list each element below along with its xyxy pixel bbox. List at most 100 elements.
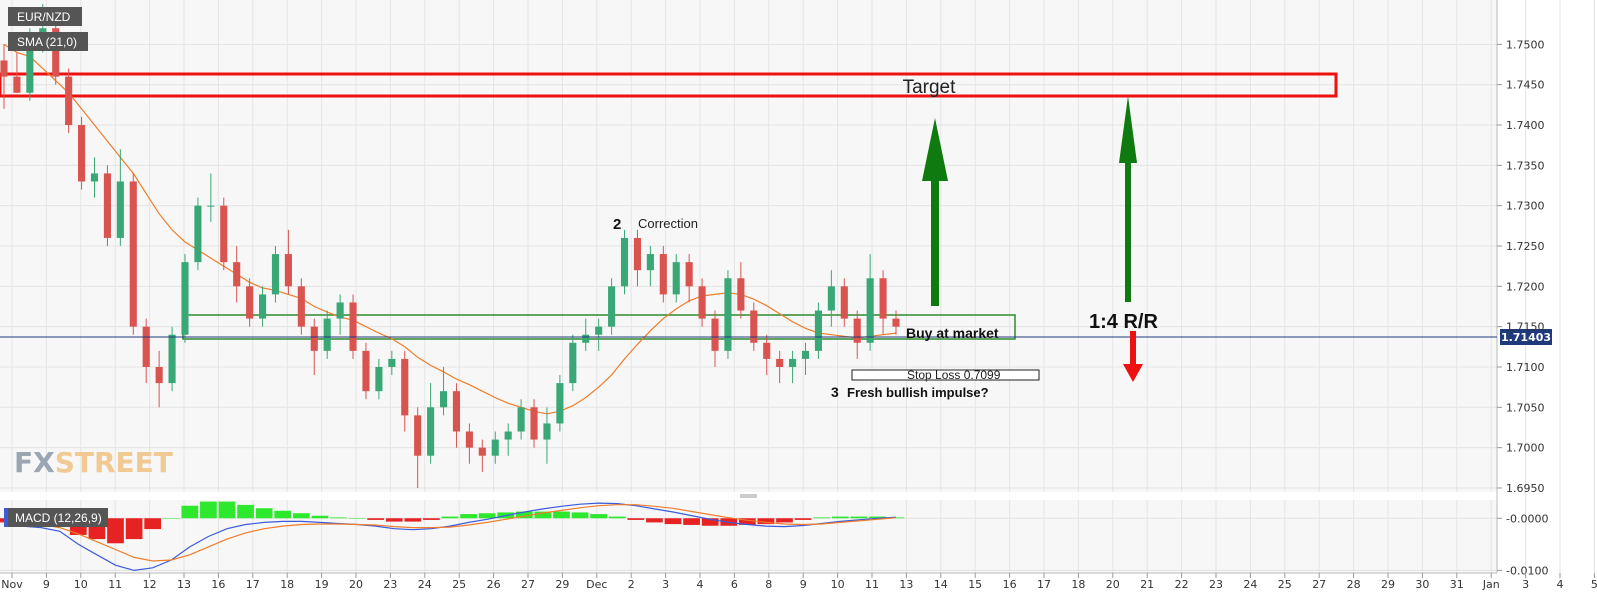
signal-line [3,504,897,562]
time-tick-label: 20 [349,578,363,591]
up-arrow-left [922,118,948,306]
macd-histogram-bar [850,516,868,519]
candle-body [853,318,861,343]
price-tick-label: 1.7200 [1506,280,1545,293]
time-tick-label: 11 [108,578,122,591]
candle-body [543,423,551,440]
candle-body [556,383,564,424]
time-tick-label: 12 [143,578,157,591]
price-tick-label: 1.7500 [1506,38,1545,51]
time-tick-label: 10 [74,578,88,591]
sma-line [3,43,897,415]
time-tick-label: 23 [1209,578,1223,591]
macd-tick-label: -0.0100 [1506,564,1548,577]
candle-body [65,76,73,126]
macd-tick-label: -0.0000 [1506,512,1548,525]
candle-body [827,286,835,311]
macd-histogram-bar [107,518,124,544]
candle-body [129,181,137,327]
candle-body [659,254,667,295]
candle-body [168,334,176,384]
candle-body [698,286,706,319]
target-zone[interactable] [0,72,1338,98]
time-tick-label: 16 [1003,578,1017,591]
candle-body [465,431,473,448]
candle-body [310,326,318,351]
macd-histogram-bar [813,517,831,519]
macd-histogram-bar [608,516,626,519]
up-arrow-right [1119,96,1137,302]
candle-body [103,173,111,238]
candle-body [233,262,241,287]
macd-histogram-bar [441,516,459,519]
macd-histogram-bar [794,518,812,520]
candle-body [155,366,163,384]
panel-divider[interactable] [0,492,1497,500]
macd-line [3,502,897,572]
candle-body [220,205,228,263]
candle-body [362,350,370,392]
macd-histogram-bar [757,518,775,525]
candle-body [336,302,344,319]
time-tick-label: 2 [628,578,635,591]
candle-body [608,286,616,327]
time-tick-label: 22 [1175,578,1189,591]
candle-body [116,181,124,238]
time-tick-label: 8 [765,578,772,591]
price-tick-label: 1.7400 [1506,119,1545,132]
candle-body [879,278,887,319]
correction-label: Correction [638,216,698,231]
time-tick-label: 11 [865,578,879,591]
candle-body [246,286,254,319]
time-tick-label: 17 [1037,578,1051,591]
macd-histogram-bar [274,510,292,519]
stop-loss-box[interactable] [851,369,1040,381]
candle-body [814,310,822,351]
time-tick-label: Nov [1,578,23,591]
macd-badge[interactable]: MACD (12,26,9) [4,508,108,527]
candle-body [866,278,874,343]
risk-reward-label: 1:4 R/R [1089,311,1158,333]
price-axis[interactable]: 1.7500 1.7450 1.7400 1.7350 1.7300 1.7250 1.72… [1497,38,1545,495]
price-tick-label: 1.7250 [1506,240,1545,253]
macd-axis[interactable]: -0.0000 -0.0100 [1497,512,1548,577]
time-tick-label: 18 [280,578,294,591]
target-label: Target [903,77,957,98]
price-tick-label: 1.7350 [1506,159,1545,172]
macd-histogram-bar [683,518,700,525]
time-tick-label: 14 [934,578,948,591]
time-tick-label: 27 [521,578,535,591]
price-tick-label: 1.6950 [1506,482,1545,495]
time-tick-label: 25 [452,578,466,591]
macd-histogram-bar [292,513,310,519]
time-tick-label: 29 [555,578,569,591]
candle-body [388,358,396,367]
sma-badge[interactable]: SMA (21,0) [8,32,88,51]
candle-body [258,294,267,319]
sma-polyline [3,43,897,415]
candle-body [414,415,422,456]
svg-text:SMA (21,0): SMA (21,0) [17,35,77,49]
price-tick-label: 1.7450 [1506,79,1545,92]
macd-histogram-bar [776,518,793,523]
candle-body [672,262,680,295]
candle-body [427,407,435,456]
macd-histogram-bar [200,501,217,519]
time-axis[interactable]: Nov 9 10 11 12 13 16 17 18 19 20 23 24 25 26 27 29 Dec 2 3 4… [1,573,1597,591]
candle-body [439,391,448,408]
price-tick-label: 1.7150 [1506,321,1545,334]
candle-body [271,254,280,295]
symbol-badge[interactable]: EUR/NZD [8,7,82,26]
candle-body [375,366,383,392]
current-price-badge [1500,329,1552,345]
macd-histogram-bar [367,518,385,520]
macd-histogram-bar [664,518,682,525]
macd-histogram-bar [125,518,143,540]
time-tick-label: 20 [1106,578,1120,591]
time-tick-label: 9 [800,578,807,591]
time-tick-label: 24 [418,578,432,591]
time-tick-label: 16 [211,578,225,591]
time-tick-label: 10 [831,578,845,591]
time-tick-label: 31 [1450,578,1464,591]
